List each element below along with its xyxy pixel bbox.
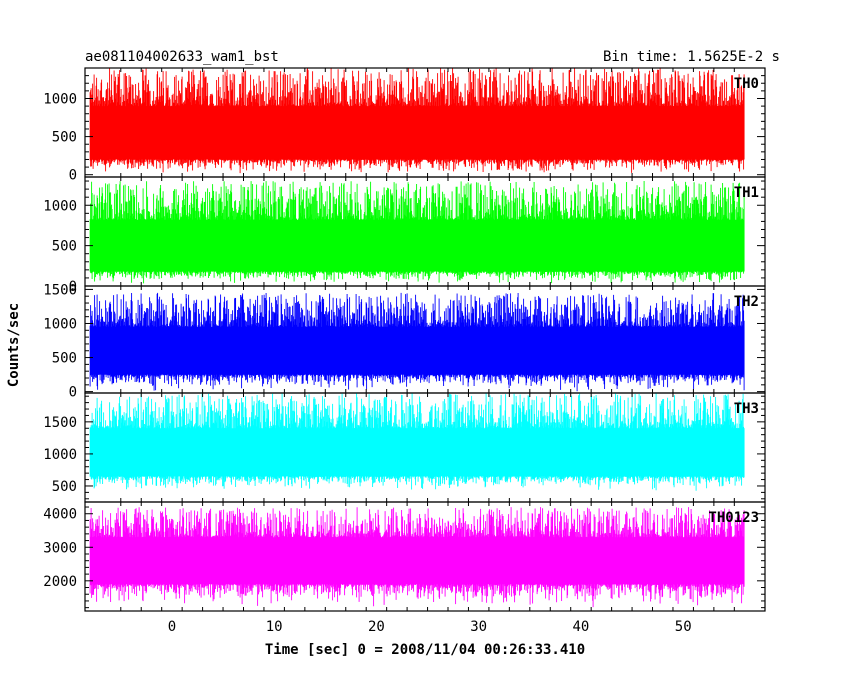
y-tick-label: 500 <box>52 479 77 495</box>
panel-th3: 500 1000 1500 TH3 <box>43 392 766 503</box>
y-tick-label: 1000 <box>43 447 77 463</box>
x-tick-label: 30 <box>470 619 487 635</box>
x-tick-label: 40 <box>573 619 590 635</box>
panel-th2: 0 500 1000 1500 TH2 <box>43 282 766 401</box>
y-tick-label: 1500 <box>43 415 77 431</box>
chart-subtitle: Bin time: 1.5625E-2 s <box>603 49 780 65</box>
y-tick-label: 1000 <box>43 198 77 214</box>
x-tick-label: 0 <box>168 619 176 635</box>
series-th3 <box>89 393 745 491</box>
x-tick-label: 50 <box>675 619 692 635</box>
y-tick-label: 3000 <box>43 540 77 556</box>
series-th0123 <box>89 507 745 608</box>
y-tick-label: 500 <box>52 351 77 367</box>
series-th2 <box>89 292 745 392</box>
panel-th1: 0 500 1000 TH1 <box>43 176 766 295</box>
y-axis-title: Counts/sec <box>6 303 22 387</box>
x-axis-title: Time [sec] 0 = 2008/11/04 00:26:33.410 <box>265 642 585 658</box>
y-tick-label: 0 <box>69 168 77 184</box>
series-th0 <box>89 68 745 174</box>
y-tick-label: 0 <box>69 279 77 295</box>
y-tick-label: 1000 <box>43 316 77 332</box>
y-tick-label: 1500 <box>43 282 77 298</box>
panel-th0: 0 500 1000 TH0 <box>43 67 766 184</box>
panel-label: TH0 <box>734 76 759 92</box>
y-tick-label: 1000 <box>43 91 77 107</box>
panel-label: TH2 <box>734 294 759 310</box>
panel-label: TH1 <box>734 185 759 201</box>
panel-label: TH3 <box>734 401 759 417</box>
panel-frame <box>84 501 766 612</box>
panel-th0123: 2000 3000 4000 TH0123 <box>43 501 766 612</box>
x-tick-label: 20 <box>368 619 385 635</box>
chart-title: ae081104002633_wam1_bst <box>85 49 279 65</box>
y-tick-label: 4000 <box>43 507 77 523</box>
y-tick-label: 2000 <box>43 574 77 590</box>
series-th1 <box>89 181 745 284</box>
y-tick-label: 0 <box>69 385 77 401</box>
y-tick-label: 500 <box>52 130 77 146</box>
panel-label: TH0123 <box>708 510 759 526</box>
panels-layer: 05001000TH005001000TH1050010001500TH2500… <box>43 67 766 635</box>
y-tick-label: 500 <box>52 239 77 255</box>
x-tick-label: 10 <box>266 619 283 635</box>
